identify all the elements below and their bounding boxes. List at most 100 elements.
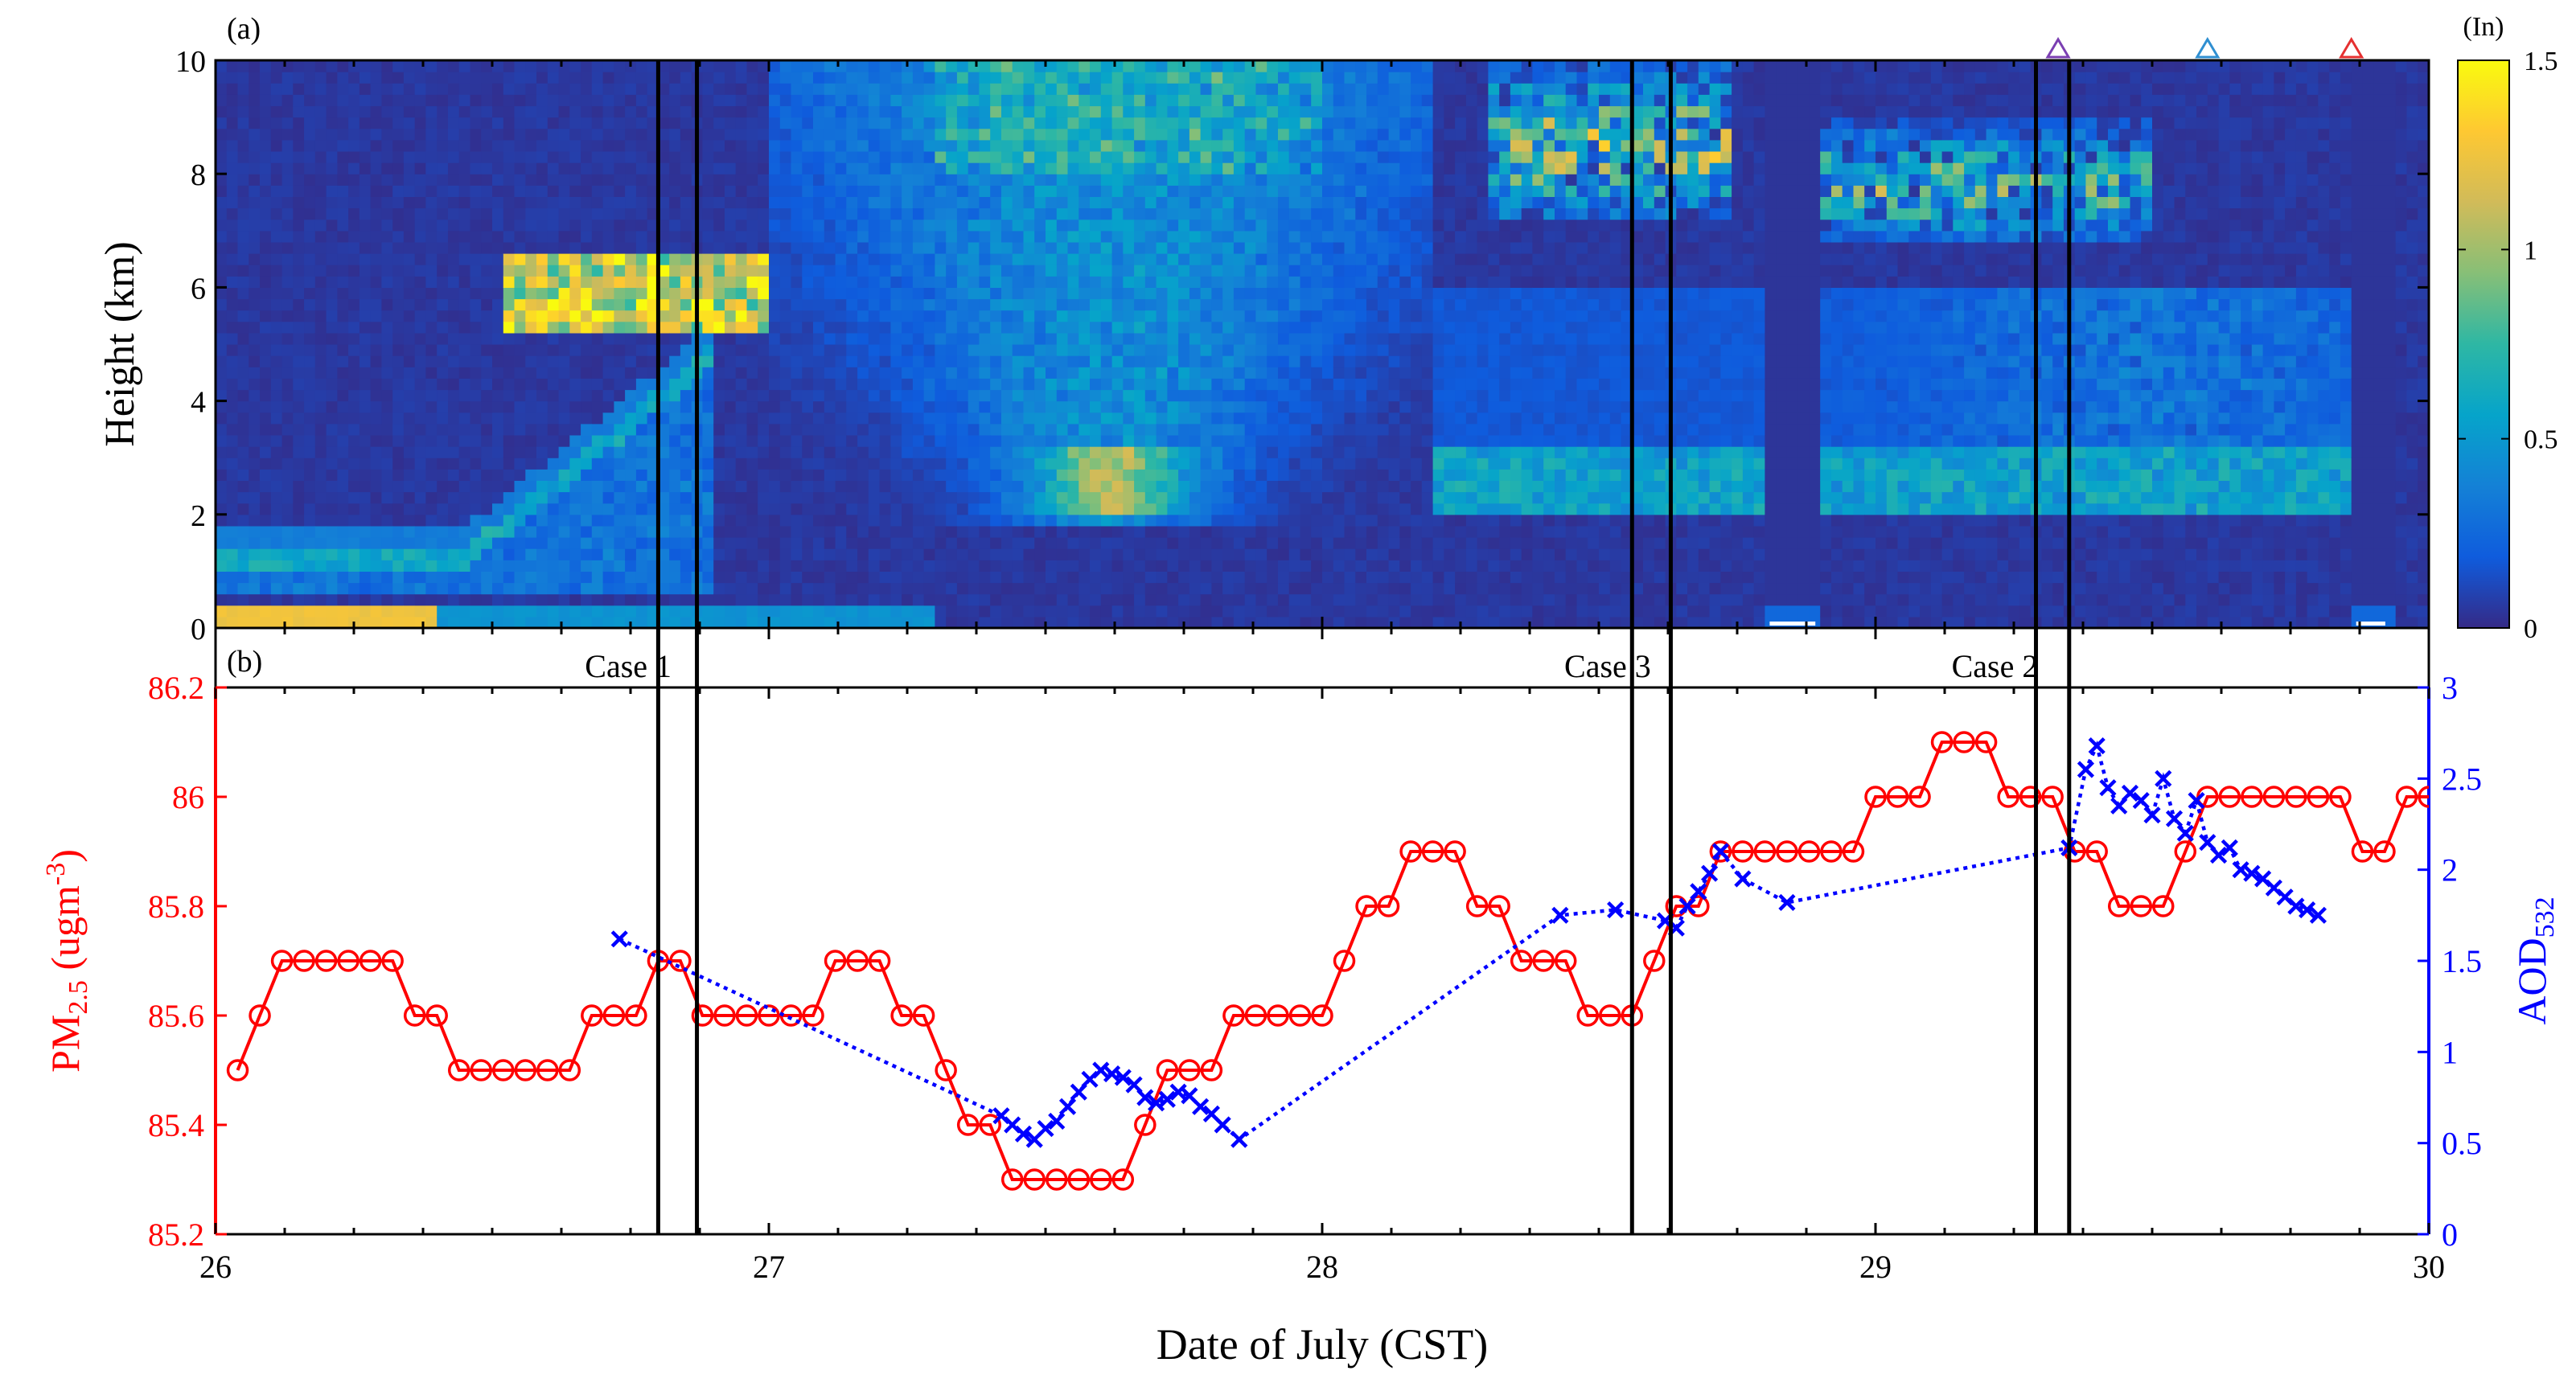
heatmap-cell — [647, 196, 659, 209]
heatmap-cell — [635, 480, 648, 493]
heatmap-cell — [270, 514, 283, 527]
heatmap-cell — [1200, 378, 1212, 391]
heatmap-cell — [1111, 276, 1124, 288]
heatmap-cell — [337, 571, 349, 584]
heatmap-cell — [1255, 525, 1267, 538]
heatmap-cell — [956, 423, 969, 436]
heatmap-cell — [1211, 219, 1223, 232]
heatmap-cell — [713, 560, 725, 572]
heatmap-cell — [1001, 94, 1013, 107]
heatmap-cell — [591, 287, 604, 300]
heatmap-cell — [403, 446, 416, 458]
heatmap-cell — [614, 548, 626, 560]
heatmap-cell — [237, 605, 249, 618]
heatmap-cell — [868, 435, 881, 447]
heatmap-cell — [725, 458, 737, 470]
heatmap-cell — [1111, 355, 1124, 367]
heatmap-cell — [912, 60, 925, 72]
heatmap-cell — [1255, 207, 1267, 220]
heatmap-cell — [260, 196, 272, 209]
heatmap-cell — [591, 514, 604, 527]
heatmap-cell — [1178, 367, 1190, 379]
heatmap-cell — [216, 378, 228, 391]
heatmap-cell — [448, 616, 460, 628]
heatmap-cell — [1100, 446, 1113, 458]
heatmap-cell — [591, 276, 604, 288]
heatmap-cell — [725, 435, 737, 447]
heatmap-cell — [1090, 344, 1102, 356]
heatmap-cell — [293, 128, 305, 141]
heatmap-cell — [1034, 253, 1046, 265]
heatmap-cell — [216, 514, 228, 527]
heatmap-cell — [669, 265, 681, 277]
heatmap-cell — [746, 560, 758, 572]
heatmap-cell — [1222, 593, 1235, 606]
heatmap-cell — [304, 276, 316, 288]
heatmap-cell — [946, 265, 958, 277]
heatmap-cell — [658, 332, 670, 345]
heatmap-cell — [824, 560, 836, 572]
heatmap-cell — [1034, 400, 1046, 413]
heatmap-cell — [281, 389, 294, 402]
heatmap-cell — [1056, 582, 1069, 595]
heatmap-cell — [635, 162, 648, 174]
heatmap-cell — [868, 332, 881, 345]
heatmap-cell — [536, 400, 548, 413]
heatmap-cell — [769, 367, 781, 379]
heatmap-cell — [326, 435, 338, 447]
heatmap-cell — [270, 94, 283, 107]
heatmap-cell — [658, 276, 670, 288]
heatmap-cell — [425, 514, 438, 527]
heatmap-cell — [270, 548, 283, 560]
heatmap-cell — [968, 458, 980, 470]
heatmap-cell — [547, 332, 560, 345]
heatmap-cell — [713, 616, 725, 628]
heatmap-cell — [1311, 548, 1323, 560]
heatmap-cell — [725, 298, 737, 311]
heatmap-cell — [1300, 94, 1312, 107]
heatmap-cell — [448, 435, 460, 447]
heatmap-cell — [1267, 94, 1279, 107]
heatmap-cell — [902, 332, 914, 345]
heatmap-cell — [314, 332, 327, 345]
heatmap-cell — [614, 162, 626, 174]
heatmap-cell — [956, 332, 969, 345]
heatmap-cell — [1288, 593, 1301, 606]
heatmap-cell — [314, 94, 327, 107]
heatmap-cell — [359, 253, 372, 265]
heatmap-cell — [1144, 435, 1157, 447]
heatmap-cell — [1078, 83, 1091, 95]
heatmap-cell — [536, 514, 548, 527]
heatmap-cell — [525, 298, 537, 311]
heatmap-cell — [857, 265, 869, 277]
heatmap-cell — [779, 503, 792, 515]
heatmap-cell — [979, 83, 991, 95]
heatmap-cell — [735, 185, 748, 197]
heatmap-cell — [437, 355, 449, 367]
heatmap-cell — [1278, 435, 1290, 447]
heatmap-cell — [1001, 344, 1013, 356]
heatmap-cell — [481, 344, 493, 356]
heatmap-cell — [249, 174, 261, 186]
heatmap-cell — [1046, 276, 1058, 288]
heatmap-cell — [1090, 367, 1102, 379]
heatmap-cell — [658, 230, 670, 243]
heatmap-cell — [1267, 185, 1279, 197]
heatmap-cell — [1233, 185, 1246, 197]
heatmap-cell — [337, 469, 349, 481]
heatmap-cell — [979, 503, 991, 515]
heatmap-cell — [304, 230, 316, 243]
heatmap-cell — [1046, 560, 1058, 572]
heatmap-cell — [769, 332, 781, 345]
heatmap-cell — [337, 298, 349, 311]
heatmap-cell — [702, 525, 714, 538]
heatmap-cell — [956, 241, 969, 254]
heatmap-cell — [470, 389, 482, 402]
heatmap-cell — [635, 94, 648, 107]
heatmap-cell — [1300, 480, 1312, 493]
heatmap-cell — [569, 480, 581, 493]
heatmap-cell — [1012, 219, 1025, 232]
heatmap-cell — [348, 514, 360, 527]
heatmap-cell — [348, 105, 360, 118]
heatmap-cell — [569, 593, 581, 606]
